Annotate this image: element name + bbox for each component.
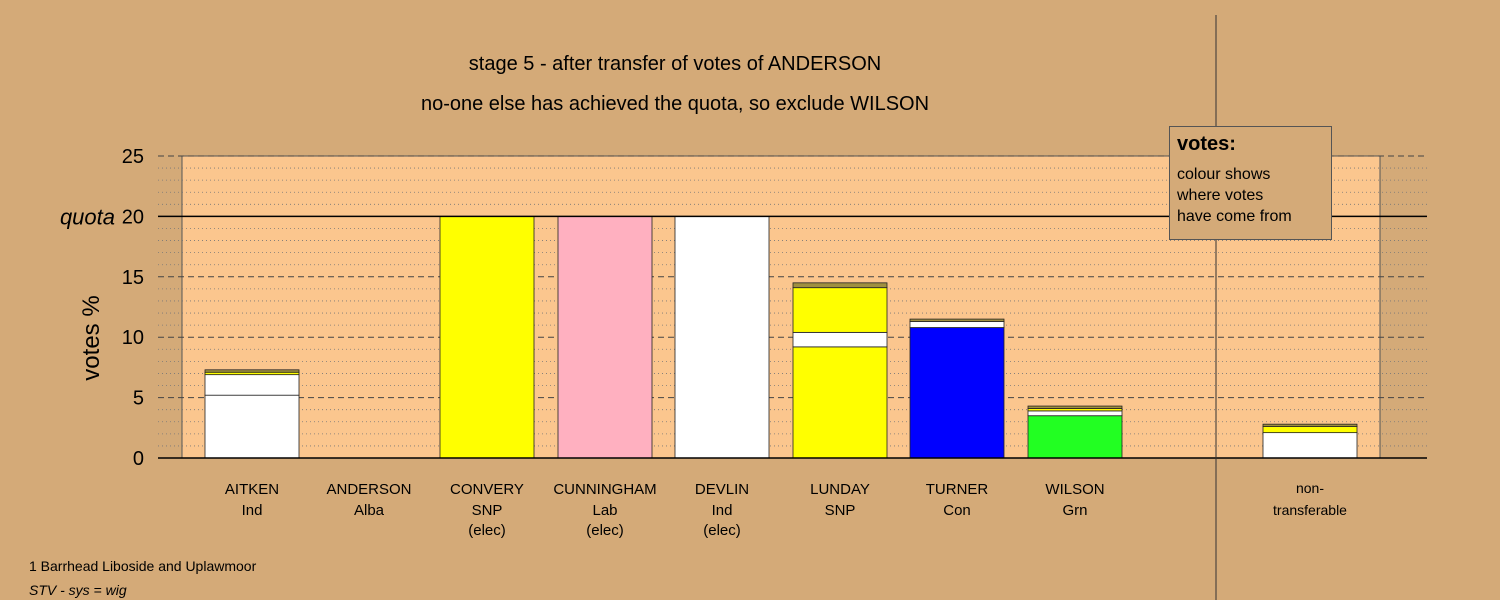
bar-lunday-segment	[792, 346, 888, 459]
chart-subtitle: no-one else has achieved the quota, so e…	[420, 93, 930, 115]
candidate-status-cunningham: (elec)	[586, 522, 624, 539]
y-tick-label: 20	[122, 206, 144, 228]
candidate-party-convery: SNP	[472, 502, 503, 519]
legend-box: votes: colour shows where votes have com…	[1169, 126, 1332, 240]
bar-wilson-segment	[1027, 415, 1123, 459]
candidate-party-lunday: SNP	[825, 502, 856, 519]
candidate-party-turner: Con	[943, 502, 971, 519]
candidate-name-wilson: WILSON	[1045, 481, 1104, 498]
bar-lunday-segment	[792, 287, 888, 333]
bar-turner-segment	[909, 327, 1005, 459]
bar-turner-segment	[909, 321, 1005, 328]
y-tick-label: 10	[122, 327, 144, 349]
quota-label: quota	[60, 204, 115, 229]
candidate-name-lunday: LUNDAY	[810, 481, 870, 498]
bar-lunday-segment	[792, 282, 888, 289]
bar-nontransferable-segment	[1262, 423, 1358, 427]
bar-wilson-segment	[1027, 405, 1123, 409]
nontransferable-label-1: non-	[1296, 480, 1324, 496]
bar-turner-segment	[909, 318, 1005, 322]
candidate-status-convery: (elec)	[468, 522, 506, 539]
bar-wilson-segment	[1027, 410, 1123, 417]
candidate-party-wilson: Grn	[1062, 502, 1087, 519]
bar-convery-segment	[439, 215, 535, 459]
candidate-name-convery: CONVERY	[450, 481, 524, 498]
chart-title: stage 5 - after transfer of votes of AND…	[468, 53, 882, 75]
candidate-name-cunningham: CUNNINGHAM	[553, 481, 656, 498]
bar-nontransferable-segment	[1262, 426, 1358, 434]
candidate-name-anderson: ANDERSON	[326, 481, 411, 498]
candidate-status-devlin: (elec)	[703, 522, 741, 539]
labels-group: AITKEN Ind ANDERSON Alba CONVERY SNP (elec) CUN…	[60, 146, 1347, 539]
bar-nontransferable-segment	[1262, 432, 1358, 459]
bar-devlin-segment	[674, 215, 770, 459]
y-tick-label: 5	[133, 388, 144, 410]
y-tick-label: 25	[122, 146, 144, 168]
gridlines	[158, 155, 1427, 447]
candidate-party-aitken: Ind	[242, 502, 263, 519]
bar-aitken-segment	[204, 394, 300, 459]
y-tick-label: 15	[122, 267, 144, 289]
nontransferable-label-2: transferable	[1273, 502, 1347, 518]
candidate-party-cunningham: Lab	[592, 502, 617, 519]
candidate-name-turner: TURNER	[926, 481, 989, 498]
ward-name: 1 Barrhead Liboside and Uplawmoor	[29, 558, 257, 574]
y-tick-label: 0	[133, 448, 144, 470]
legend-line-1: colour shows	[1177, 166, 1271, 183]
candidate-name-devlin: DEVLIN	[695, 481, 749, 498]
legend-line-2: where votes	[1177, 187, 1264, 204]
y-axis-label: votes %	[78, 295, 105, 380]
candidate-name-aitken: AITKEN	[225, 481, 279, 498]
bar-aitken-segment	[204, 369, 300, 373]
bar-cunningham-segment	[557, 215, 653, 459]
bars-group	[204, 215, 1358, 459]
bar-aitken-segment	[204, 374, 300, 396]
legend-line-3: have come from	[1177, 208, 1292, 225]
candidate-party-anderson: Alba	[354, 502, 385, 519]
legend-heading: votes:	[1177, 133, 1236, 155]
bar-lunday-segment	[792, 331, 888, 348]
system-note: STV - sys = wig	[29, 582, 127, 598]
candidate-party-devlin: Ind	[712, 502, 733, 519]
